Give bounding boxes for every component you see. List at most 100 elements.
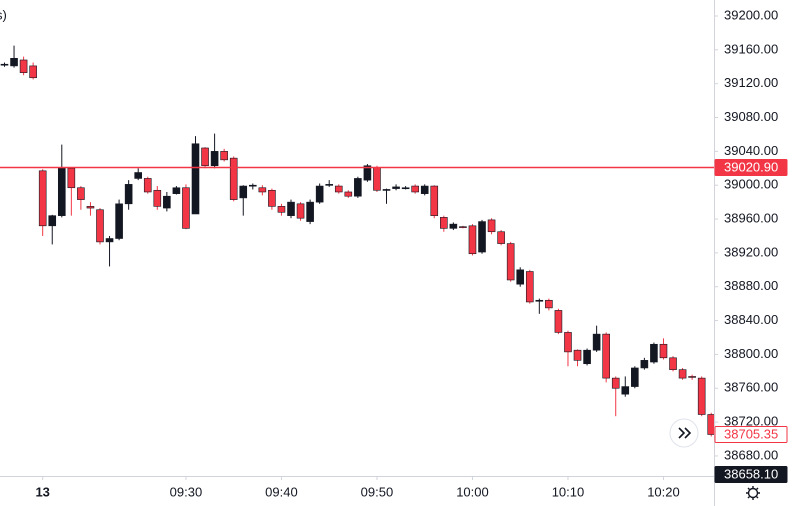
candle-body — [210, 151, 219, 167]
candle-body — [363, 165, 372, 181]
scroll-icon[interactable] — [678, 427, 692, 439]
candle-body — [296, 203, 305, 219]
plot-area — [0, 45, 716, 437]
candle-body — [153, 189, 162, 207]
y-tick-label: 38760.00 — [724, 380, 778, 395]
candle-body — [373, 167, 381, 191]
price-badge-label: 38705.35 — [724, 426, 778, 441]
candle-body — [430, 185, 439, 216]
candle-body — [449, 223, 458, 229]
settings-icon-rays[interactable] — [746, 486, 760, 500]
candle-body — [583, 349, 591, 365]
candle-body — [287, 201, 295, 216]
candle-body — [478, 221, 486, 253]
candle-body — [105, 238, 114, 243]
x-tick-label: 13 — [35, 484, 49, 499]
y-tick-label: 39040.00 — [724, 143, 778, 158]
price-badge-label: 39020.90 — [724, 159, 778, 174]
candle-body — [115, 203, 123, 239]
candle-body — [29, 65, 37, 79]
candle-body — [516, 269, 525, 285]
candle-body — [411, 185, 419, 193]
candle-body — [688, 376, 696, 378]
candle-body — [420, 185, 429, 194]
candle-body — [239, 185, 248, 199]
price-badge — [714, 426, 788, 444]
candle-body — [334, 185, 343, 193]
candle-body — [573, 349, 582, 361]
candle-body — [86, 206, 95, 209]
x-tick-label: 10:10 — [552, 484, 585, 499]
candle-body — [325, 184, 334, 186]
candle-body — [382, 189, 391, 191]
candle-body — [268, 189, 276, 207]
candle-body — [277, 206, 286, 213]
candle-body — [545, 299, 553, 309]
candle-body — [650, 343, 658, 363]
candle-body — [229, 157, 238, 200]
candle-body — [497, 231, 505, 244]
y-tick-label: 38840.00 — [724, 312, 778, 327]
x-tick-label: 10:00 — [456, 484, 489, 499]
candle-body — [631, 367, 639, 387]
settings-icon[interactable] — [747, 487, 759, 499]
y-tick-label: 39160.00 — [724, 41, 778, 56]
price-badge — [714, 159, 788, 177]
candle-body — [611, 377, 620, 389]
scroll-button[interactable] — [669, 418, 699, 448]
candle-body — [48, 215, 57, 227]
candle-body — [201, 147, 209, 167]
x-tick-label: 09:50 — [361, 484, 394, 499]
candle-body — [19, 59, 28, 73]
y-tick-label: 38720.00 — [724, 414, 778, 429]
candle-body — [0, 63, 9, 66]
candle-body — [401, 187, 410, 190]
candle-body — [134, 172, 142, 179]
candle-body — [249, 184, 257, 187]
x-tick-label: 10:20 — [647, 484, 680, 499]
candle-body — [669, 357, 677, 370]
candle-body — [315, 185, 324, 203]
y-tick-label: 38680.00 — [724, 447, 778, 462]
candle-body — [10, 57, 18, 67]
candle-body — [525, 271, 534, 303]
candle-body — [659, 343, 668, 359]
candle-body — [354, 178, 362, 197]
candle-body — [57, 167, 66, 216]
candle-body — [459, 226, 467, 228]
candle-body — [220, 151, 228, 161]
candle-body — [392, 186, 400, 189]
candle-body — [143, 178, 152, 193]
candle-body — [678, 369, 687, 379]
y-tick-label: 39200.00 — [724, 7, 778, 22]
price-badge-label: 38658.10 — [724, 466, 778, 481]
x-tick-label: 09:30 — [170, 484, 203, 499]
candle-body — [38, 170, 47, 227]
candle-body — [77, 187, 85, 200]
candle-body — [124, 184, 133, 205]
candle-body — [172, 187, 181, 194]
candle-body — [468, 225, 477, 255]
candle-body — [163, 195, 171, 209]
y-tick-label: 39000.00 — [724, 177, 778, 192]
candle-body — [344, 191, 353, 197]
candle-body — [182, 187, 190, 229]
y-tick-label: 38920.00 — [724, 244, 778, 259]
legend-fragment: s) — [0, 7, 7, 22]
y-tick-label: 38800.00 — [724, 346, 778, 361]
candle-body — [191, 143, 200, 215]
candle-body — [564, 332, 572, 353]
y-tick-label: 39120.00 — [724, 75, 778, 90]
candle-body — [707, 414, 716, 435]
candle-body — [602, 333, 610, 379]
y-tick-label: 38960.00 — [724, 210, 778, 225]
candle-body — [697, 377, 706, 415]
x-tick-label: 09:40 — [265, 484, 298, 499]
candle-body — [258, 187, 267, 193]
candle-body — [554, 310, 563, 333]
settings-button[interactable] — [746, 486, 760, 500]
candle-body — [440, 217, 448, 229]
candle-body — [506, 243, 515, 281]
